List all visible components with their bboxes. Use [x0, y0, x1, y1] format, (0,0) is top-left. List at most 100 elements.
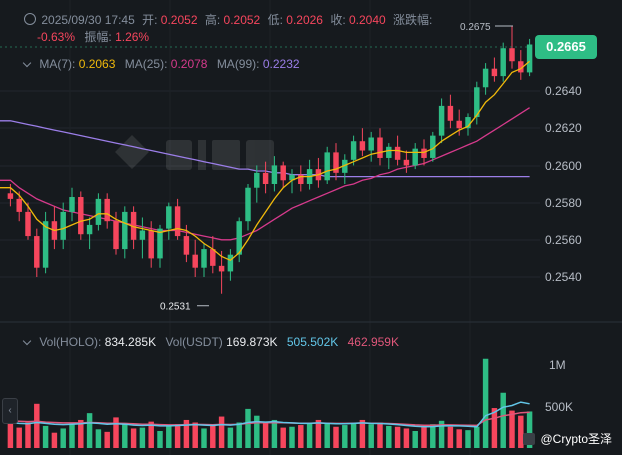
candle-body [210, 249, 216, 266]
chevron-down-icon[interactable] [22, 58, 32, 68]
clock-icon [24, 13, 36, 25]
volume-bar [509, 410, 515, 448]
low-marker-label: 0.2531 [160, 302, 191, 313]
volume-bar [157, 431, 163, 448]
high-value: 0.2052 [223, 13, 261, 27]
candle-body [183, 236, 190, 255]
volume-bar [430, 424, 436, 448]
volume-bar [280, 427, 286, 448]
volume-bar [262, 423, 269, 448]
amplitude-value: 1.26% [115, 30, 150, 44]
candle-body [113, 221, 119, 250]
volume-bar [166, 425, 172, 448]
open-label: 开: [142, 13, 158, 27]
low-label: 低: [267, 13, 283, 27]
volume-bar [438, 420, 445, 448]
candle-body [201, 249, 207, 268]
ma25-line [0, 107, 530, 241]
volume-bar [201, 428, 207, 448]
ma7-line [0, 60, 531, 262]
candle [491, 57, 498, 82]
volume-bar [333, 426, 339, 448]
candle [60, 202, 66, 250]
candle-body [245, 187, 251, 222]
ma-legend: MA(7): 0.2063 MA(25): 0.2078 MA(99): 0.2… [22, 56, 300, 72]
candle-body [526, 44, 533, 73]
candle-body [271, 165, 278, 184]
volume-bar [210, 425, 216, 448]
chevron-down-icon[interactable] [22, 336, 32, 346]
candle [95, 193, 102, 231]
candle-body [95, 198, 102, 225]
share-icon [523, 433, 536, 445]
candle-body [262, 172, 269, 184]
candle [333, 143, 339, 181]
volume-bar [7, 418, 14, 448]
volume-bar [148, 421, 154, 448]
candle-body [509, 48, 515, 62]
logo-diamond [115, 135, 149, 169]
volume-bar [245, 408, 251, 448]
candle [245, 184, 251, 231]
ohlc-row-1: 2025/09/30 17:45 开: 0.2052 高: 0.2052 低: … [24, 12, 432, 28]
candle [227, 249, 234, 281]
vol-usdt-label: Vol(USDT) [165, 335, 223, 349]
change-label: 涨跌幅: [393, 13, 433, 27]
candle [25, 202, 31, 240]
candle-body [482, 68, 489, 88]
candle [518, 50, 524, 80]
vol-holo-value: 834.285K [104, 335, 157, 349]
ma7-value: 0.2063 [78, 57, 116, 71]
volume-bar [227, 427, 234, 448]
candle [122, 206, 128, 259]
open-value: 0.2052 [160, 13, 198, 27]
candle-body [236, 221, 242, 255]
candle-body [69, 197, 75, 212]
watermark-text: @Crypto圣泽 [540, 432, 612, 446]
candle-body [359, 141, 366, 151]
volume-bar [394, 426, 401, 448]
candle-body [333, 152, 339, 173]
volume-bar [465, 430, 471, 448]
candle-body [518, 61, 524, 73]
candle-body [456, 120, 462, 129]
vol-ma1-line [10, 401, 530, 428]
volume-bar [218, 416, 225, 448]
candle-body [386, 146, 392, 158]
volume-bar [491, 408, 498, 448]
candle [456, 109, 462, 136]
ohlc-row-2: -0.63% 振幅: 1.26% [37, 29, 149, 45]
candle-body [491, 68, 498, 77]
volume-bar [298, 425, 304, 448]
volume-bar [130, 428, 137, 448]
collapse-handle[interactable]: ‹ [2, 398, 18, 424]
price-tick-label: 0.2540 [545, 270, 582, 284]
candle-body [474, 87, 480, 118]
candle [526, 38, 533, 77]
close-label: 收: [330, 13, 346, 27]
candle-body [438, 105, 445, 136]
candle-body [86, 224, 93, 235]
candle-body [377, 137, 383, 158]
candle [386, 143, 392, 170]
volume-bar [421, 425, 427, 448]
price-tick-label: 0.2640 [545, 84, 582, 98]
volume-bar [386, 425, 392, 448]
candle-body [60, 211, 66, 240]
close-value: 0.2040 [349, 13, 386, 27]
candle-body [16, 198, 22, 212]
volume-bar [60, 428, 66, 448]
candle [306, 159, 313, 190]
candle-body [447, 105, 454, 121]
candle-body [104, 198, 110, 222]
volume-bar [306, 422, 313, 448]
candle [139, 217, 146, 259]
vol-ma2-value: 462.959K [347, 335, 399, 349]
candle [412, 143, 418, 170]
candle [271, 156, 278, 192]
candle-body [430, 135, 436, 158]
candle [42, 211, 49, 274]
candle-body [139, 230, 146, 240]
candle [78, 191, 84, 240]
